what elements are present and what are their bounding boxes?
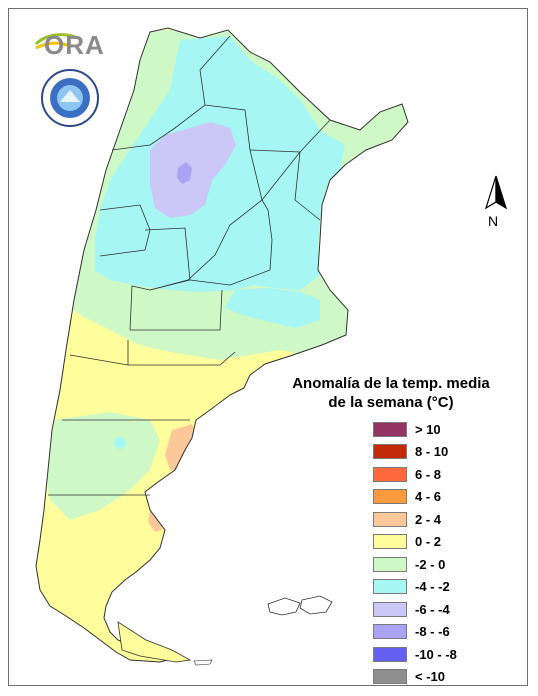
legend-item: 6 - 8 [373,463,483,486]
legend-swatch [373,579,407,595]
legend-item: -6 - -4 [373,598,483,621]
ora-logo-text: ORA [44,30,105,60]
country-outline [35,27,409,663]
field-minus2-0-south [45,412,160,520]
legend-label: 8 - 10 [415,444,449,460]
legend-swatch [373,624,407,640]
legend-label: 2 - 4 [415,511,442,527]
boundary-cordoba-santafe [261,199,273,271]
legend-label: -4 - -2 [415,579,450,595]
legend-title-line1: Anomalía de la temp. media [292,375,490,392]
boundary-san-luis [129,227,191,331]
legend-label: -10 - -8 [415,646,457,662]
legend-swatch [373,556,407,572]
legend-title-line2: de la semana (°C) [328,394,454,411]
boundary-neuquen [69,354,129,366]
boundary-misiones [329,164,346,181]
legend-label: 4 - 6 [415,489,442,505]
ora-logo-swoosh [34,33,79,46]
boundary-salta-jujuy [199,35,231,106]
north-arrow-icon [484,175,508,210]
legend-swatch [373,601,407,617]
field-minus4-minus2-east [225,288,320,328]
legend-swatch [373,466,407,482]
legend-item: 4 - 6 [373,486,483,509]
legend-label: -2 - 0 [415,556,446,572]
field-minus4-minus2-spot [114,437,126,449]
isla-de-los-estados [193,659,213,666]
tierra-del-fuego [117,621,192,663]
legend-item: 2 - 4 [373,508,483,531]
legend-item: > 10 [373,418,483,441]
legend-swatch [373,421,407,437]
boundary-santiago-chaco [261,151,301,201]
field-minus8-minus6 [177,162,192,184]
legend-swatch [373,511,407,527]
legend-label: -8 - -6 [415,624,450,640]
smn-seal-logo [41,69,99,127]
legend-swatch [373,669,407,685]
field-minus6-minus4 [150,122,236,218]
legend-item: -4 - -2 [373,576,483,599]
ora-logo-swoosh-yellow [35,41,71,50]
legend-swatch [373,489,407,505]
boundary-la-pampa-south [127,340,236,366]
legend-label: > 10 [415,421,441,437]
north-label: N [488,213,499,229]
field-2-4-gulf [148,510,162,532]
malvinas-islands [267,595,333,616]
legend: > 10 8 - 10 6 - 8 4 - 6 2 - 4 0 - 2 -2 - 0 -4 -… [373,418,483,688]
province-boundaries [48,35,346,496]
legend-label: 0 - 2 [415,534,442,550]
legend-swatch [373,646,407,662]
legend-label: < -10 [415,669,445,685]
boundary-la-pampa-north [130,289,223,331]
legend-item: 0 - 2 [373,531,483,554]
ora-logo [34,33,79,50]
legend-label: -6 - -4 [415,601,450,617]
legend-item: 8 - 10 [373,441,483,464]
legend-item: -2 - 0 [373,553,483,576]
legend-item: -8 - -6 [373,621,483,644]
legend-item: -10 - -8 [373,643,483,666]
legend-title: Anomalía de la temp. media de la semana … [286,374,496,412]
field-2-4-coast [165,424,198,470]
legend-swatch [373,534,407,550]
boundary-cordoba-south [189,269,271,286]
boundary-chaco-santafe [294,151,321,221]
legend-swatch [373,444,407,460]
legend-item: < -10 [373,666,483,689]
legend-label: 6 - 8 [415,466,442,482]
